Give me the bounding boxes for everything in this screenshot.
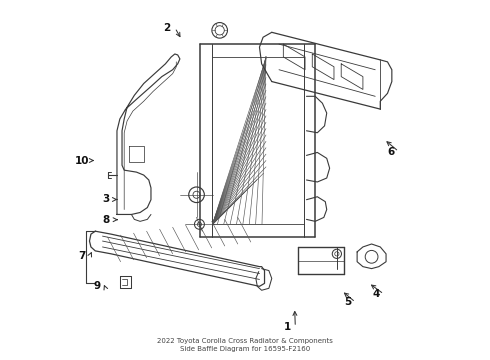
Text: 10: 10 [74, 156, 89, 166]
Text: 6: 6 [388, 147, 394, 157]
Text: 1: 1 [284, 322, 291, 332]
Text: 2: 2 [163, 23, 171, 33]
Text: 8: 8 [102, 215, 110, 225]
Text: 5: 5 [344, 297, 351, 307]
Text: 2022 Toyota Corolla Cross Radiator & Components
Side Baffle Diagram for 16595-F2: 2022 Toyota Corolla Cross Radiator & Com… [157, 338, 333, 352]
Text: 9: 9 [93, 281, 100, 291]
Text: 4: 4 [372, 289, 380, 299]
Text: 3: 3 [102, 194, 110, 204]
Text: 7: 7 [78, 251, 86, 261]
